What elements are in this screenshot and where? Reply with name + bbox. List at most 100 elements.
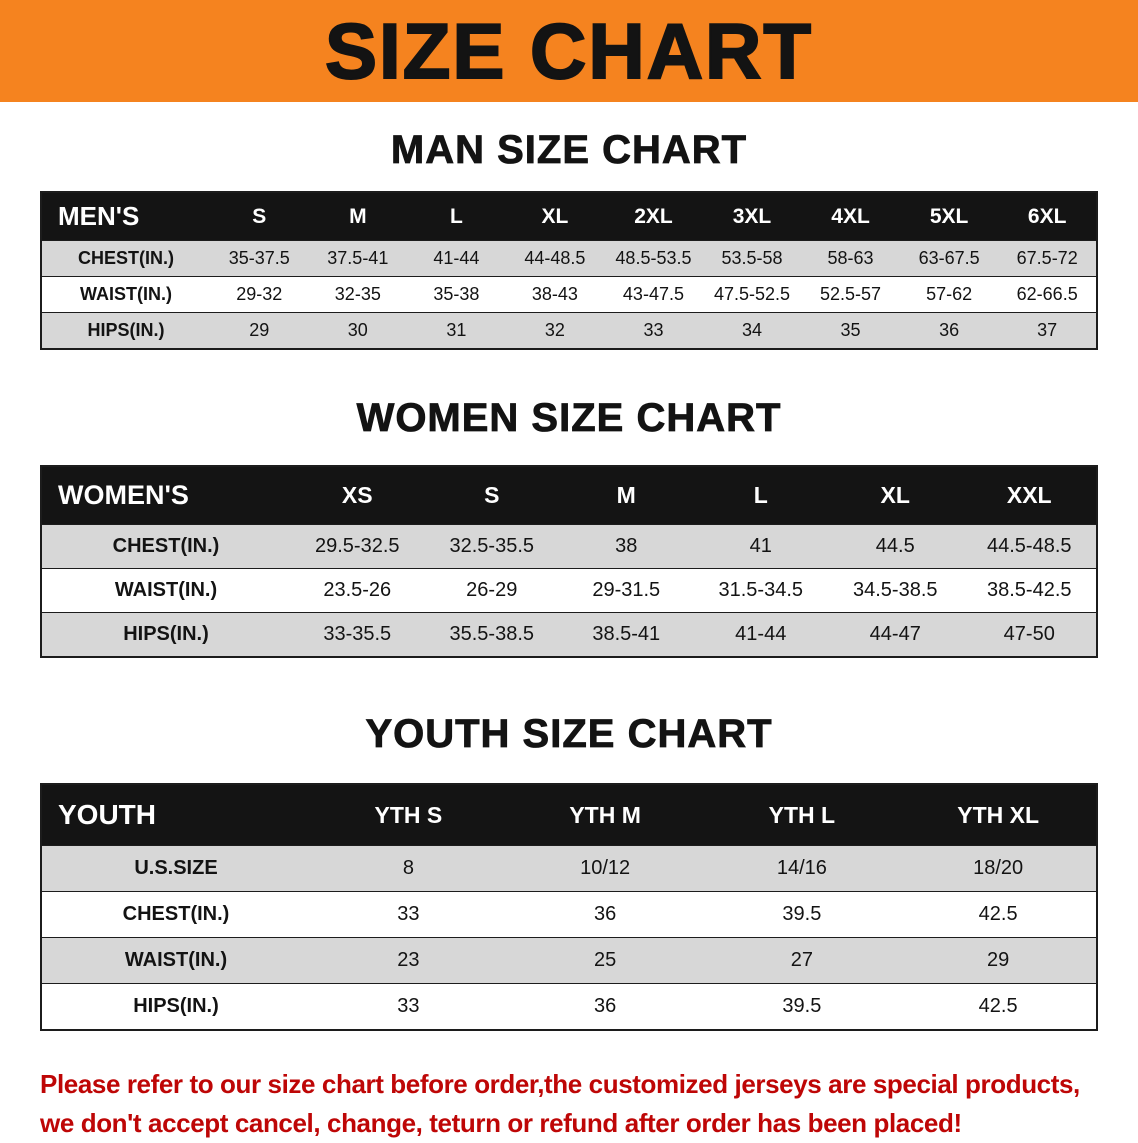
size-column-header: 5XL — [899, 191, 999, 241]
size-value: 43-47.5 — [604, 276, 703, 313]
size-value: 30 — [308, 312, 408, 350]
size-value: 33 — [310, 983, 507, 1031]
table-header-row: WOMEN'S XS S M L XL XXL — [41, 465, 1097, 525]
size-value: 35 — [801, 312, 900, 350]
table-row: CHEST(IN.) 33 36 39.5 42.5 — [41, 891, 1097, 938]
size-value: 35-38 — [407, 276, 506, 313]
disclaimer-line-2: we don't accept cancel, change, teturn o… — [40, 1108, 962, 1138]
table-corner-label: YOUTH — [41, 783, 310, 846]
size-column-header: YTH S — [310, 783, 507, 846]
size-value: 38.5-42.5 — [962, 568, 1097, 613]
size-table: WOMEN'S XS S M L XL XXL CHEST(IN.) 29.5-32.5 32.5… — [40, 465, 1098, 658]
size-value: 35.5-38.5 — [424, 612, 559, 658]
size-value: 29 — [210, 312, 309, 350]
size-value: 36 — [899, 312, 999, 350]
size-value: 10/12 — [506, 845, 704, 892]
size-column-header: XS — [290, 465, 425, 525]
table-row: WAIST(IN.) 23 25 27 29 — [41, 937, 1097, 984]
size-value: 57-62 — [899, 276, 999, 313]
size-value: 33-35.5 — [290, 612, 425, 658]
size-value: 63-67.5 — [899, 240, 999, 277]
women-size-table: WOMEN'S XS S M L XL XXL CHEST(IN.) 29.5-32.5 32.5… — [40, 465, 1098, 658]
size-column-header: 4XL — [801, 191, 900, 241]
size-column-header: M — [559, 465, 694, 525]
disclaimer-text: Please refer to our size chart before or… — [40, 1065, 1138, 1143]
size-column-header: L — [693, 465, 828, 525]
size-value: 27 — [703, 937, 901, 984]
size-column-header: S — [210, 191, 309, 241]
size-value: 14/16 — [703, 845, 901, 892]
size-value: 34 — [702, 312, 802, 350]
size-value: 41 — [693, 524, 828, 569]
row-label: WAIST(IN.) — [41, 568, 290, 613]
size-value: 38.5-41 — [559, 612, 694, 658]
size-value: 23.5-26 — [290, 568, 425, 613]
row-label: HIPS(IN.) — [41, 983, 310, 1031]
women-section-heading: WOMEN SIZE CHART — [356, 396, 782, 441]
table-row: U.S.SIZE 8 10/12 14/16 18/20 — [41, 845, 1097, 892]
row-label: CHEST(IN.) — [41, 240, 210, 277]
size-column-header: YTH L — [703, 783, 901, 846]
size-value: 38 — [559, 524, 694, 569]
size-value: 36 — [506, 983, 704, 1031]
row-label: WAIST(IN.) — [41, 937, 310, 984]
table-corner-label: MEN'S — [41, 191, 210, 241]
size-value: 23 — [310, 937, 507, 984]
size-value: 29 — [900, 937, 1097, 984]
table-header-row: YOUTH YTH S YTH M YTH L YTH XL — [41, 783, 1097, 846]
size-value: 29.5-32.5 — [290, 524, 425, 569]
size-value: 35-37.5 — [210, 240, 309, 277]
size-column-header: XL — [505, 191, 605, 241]
size-value: 18/20 — [900, 845, 1097, 892]
size-value: 44-47 — [828, 612, 963, 658]
size-value: 37.5-41 — [308, 240, 408, 277]
size-column-header: YTH M — [506, 783, 704, 846]
size-value: 53.5-58 — [702, 240, 802, 277]
table-header-row: MEN'S S M L XL 2XL 3XL 4XL 5XL 6XL — [41, 191, 1097, 241]
size-value: 44.5-48.5 — [962, 524, 1097, 569]
size-value: 33 — [604, 312, 703, 350]
size-value: 47.5-52.5 — [702, 276, 802, 313]
youth-section: YOUTH SIZE CHART YOUTH YTH S YTH M YTH L YTH… — [0, 712, 1138, 1031]
youth-section-heading: YOUTH SIZE CHART — [365, 712, 773, 757]
banner: SIZE CHART — [0, 0, 1138, 102]
page-title: SIZE CHART — [324, 7, 813, 95]
size-value: 62-66.5 — [998, 276, 1097, 313]
size-column-header: XL — [828, 465, 963, 525]
size-value: 42.5 — [900, 891, 1097, 938]
row-label: U.S.SIZE — [41, 845, 310, 892]
table-row: CHEST(IN.) 29.5-32.5 32.5-35.5 38 41 44.5 44.5… — [41, 524, 1097, 569]
size-value: 32.5-35.5 — [424, 524, 559, 569]
row-label: WAIST(IN.) — [41, 276, 210, 313]
size-value: 38-43 — [505, 276, 605, 313]
table-row: HIPS(IN.) 33 36 39.5 42.5 — [41, 983, 1097, 1031]
row-label: CHEST(IN.) — [41, 891, 310, 938]
size-value: 29-31.5 — [559, 568, 694, 613]
row-label: HIPS(IN.) — [41, 312, 210, 350]
size-column-header: YTH XL — [900, 783, 1097, 846]
size-value: 58-63 — [801, 240, 900, 277]
women-section: WOMEN SIZE CHART WOMEN'S XS S M L XL XXL CHEST(… — [0, 396, 1138, 658]
size-column-header: S — [424, 465, 559, 525]
row-label: HIPS(IN.) — [41, 612, 290, 658]
size-value: 39.5 — [703, 891, 901, 938]
size-value: 25 — [506, 937, 704, 984]
size-value: 32-35 — [308, 276, 408, 313]
size-value: 36 — [506, 891, 704, 938]
size-value: 33 — [310, 891, 507, 938]
size-value: 29-32 — [210, 276, 309, 313]
size-column-header: L — [407, 191, 506, 241]
size-column-header: 6XL — [998, 191, 1097, 241]
table-row: WAIST(IN.) 29-32 32-35 35-38 38-43 43-47.5 47.… — [41, 276, 1097, 313]
size-value: 41-44 — [407, 240, 506, 277]
size-value: 67.5-72 — [998, 240, 1097, 277]
size-column-header: XXL — [962, 465, 1097, 525]
size-value: 41-44 — [693, 612, 828, 658]
size-value: 34.5-38.5 — [828, 568, 963, 613]
size-value: 44.5 — [828, 524, 963, 569]
size-value: 32 — [505, 312, 605, 350]
size-column-header: 3XL — [702, 191, 802, 241]
size-table: MEN'S S M L XL 2XL 3XL 4XL 5XL 6XL CHEST(IN.) 35-37… — [40, 191, 1098, 350]
size-table: YOUTH YTH S YTH M YTH L YTH XL U.S.SIZE 8 10/12… — [40, 783, 1098, 1031]
youth-size-table: YOUTH YTH S YTH M YTH L YTH XL U.S.SIZE 8 10/12… — [40, 783, 1098, 1031]
